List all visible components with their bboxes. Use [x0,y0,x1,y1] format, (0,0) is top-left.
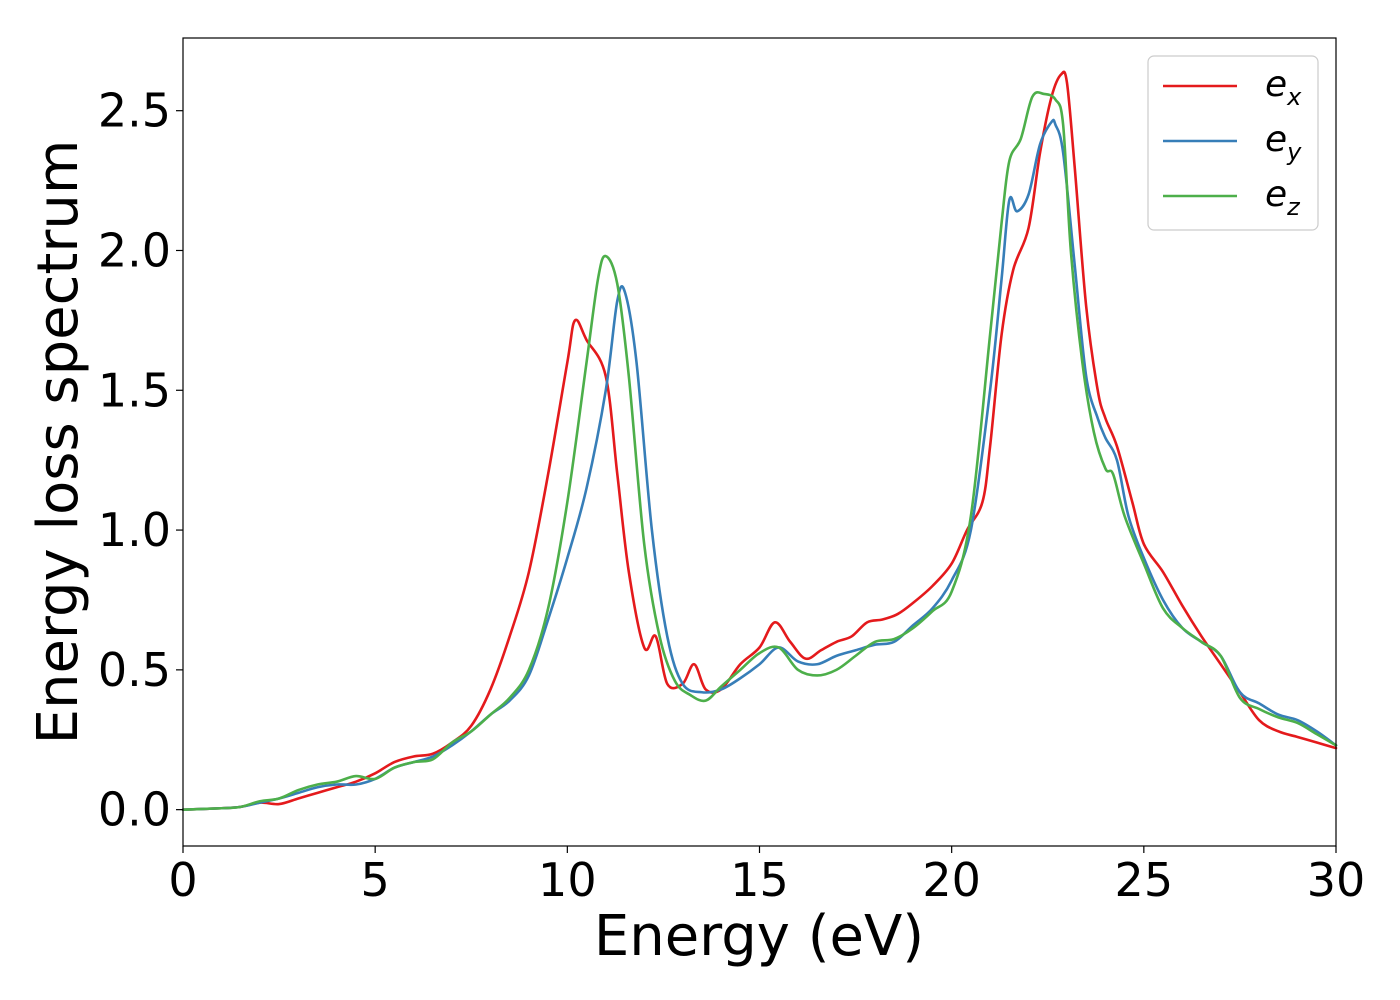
x-tick-label: 25 [1115,853,1174,907]
x-tick-label: 20 [922,853,981,907]
x-axis-title: Energy (eV) [594,904,924,969]
series-line-e-z [181,91,1338,811]
y-tick-label: 0.0 [98,783,171,837]
legend-label-subscript: z [1286,193,1301,221]
series-layer [181,70,1338,811]
y-tick-label: 0.5 [98,643,171,697]
x-axis: 0 5 10 15 20 25 30 [168,846,1365,907]
legend-label-e-x: ex [1265,64,1302,111]
legend-label-main: e [1265,119,1287,160]
legend-box [1147,55,1319,231]
x-tick-label: 5 [361,853,390,907]
legend-label-subscript: y [1286,138,1302,166]
legend-label-e-z: ez [1265,174,1301,221]
legend-label-e-y: ey [1265,119,1302,166]
legend-label-main: e [1265,174,1287,215]
x-tick-label: 10 [538,853,597,907]
series-line-e-x [181,70,1338,811]
x-tick-label: 15 [730,853,789,907]
y-tick-label: 1.0 [98,503,171,557]
legend-label-main: e [1265,64,1287,105]
y-tick-label: 2.5 [98,84,171,138]
x-tick-label: 30 [1307,853,1366,907]
plot-area [183,38,1336,846]
y-tick-label: 1.5 [98,363,171,417]
y-axis: 0.0 0.5 1.0 1.5 2.0 2.5 [98,84,183,837]
x-tick-label: 0 [168,853,197,907]
y-tick-label: 2.0 [98,223,171,277]
y-axis-title: Energy loss spectrum [26,140,91,745]
series-line-e-y [181,118,1338,811]
legend-label-subscript: x [1286,83,1302,111]
